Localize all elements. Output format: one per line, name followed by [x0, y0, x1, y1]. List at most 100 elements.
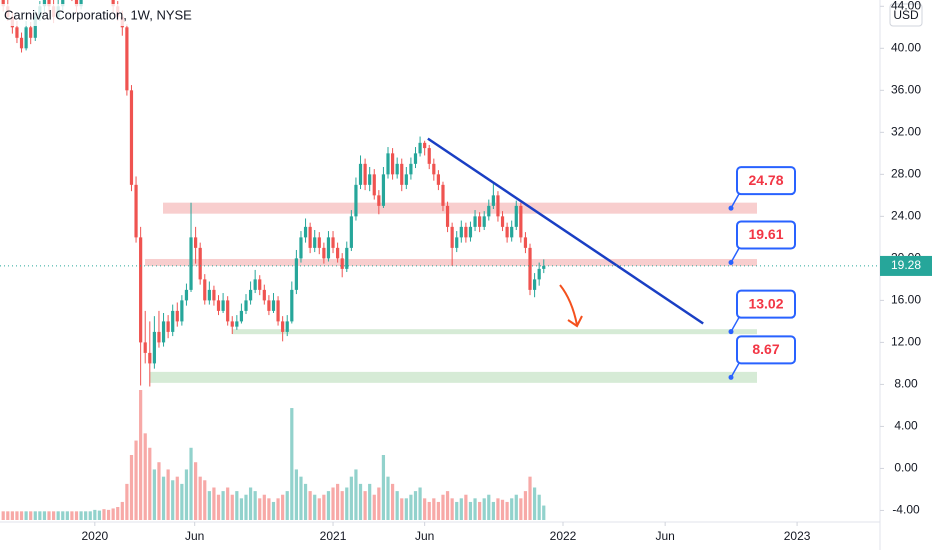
- candle-body: [523, 237, 528, 248]
- volume-bar: [51, 511, 56, 520]
- volume-bar: [455, 501, 459, 520]
- candle-body: [253, 279, 257, 290]
- volume-bar: [418, 487, 422, 520]
- callout-pointer: [730, 315, 741, 333]
- candle-body: [248, 289, 253, 301]
- y-tick-label: 40.00: [891, 40, 921, 54]
- volume-bar: [171, 480, 175, 520]
- volume-bar: [116, 507, 120, 520]
- candle-body: [413, 153, 418, 164]
- volume-bar: [532, 487, 537, 520]
- zone: [150, 371, 757, 383]
- candle-body: [244, 300, 248, 311]
- candle-body: [152, 331, 156, 364]
- volume-bar: [299, 476, 303, 520]
- volume-bar: [514, 494, 518, 520]
- volume-bar: [6, 511, 10, 520]
- volume-bar: [409, 494, 413, 520]
- volume-bar: [487, 494, 491, 520]
- volume-bar: [308, 491, 312, 520]
- candle-body: [308, 226, 312, 248]
- candle-body: [491, 195, 495, 206]
- volume-bar: [139, 390, 143, 520]
- candle-body: [15, 27, 19, 38]
- volume-bar: [148, 447, 152, 520]
- callout-anchor: [728, 259, 734, 265]
- volume-bar: [331, 487, 335, 520]
- x-tick-label: 2021: [320, 529, 347, 543]
- y-tick-label: 28.00: [891, 167, 921, 181]
- candle-body: [377, 195, 381, 206]
- volume-bar: [203, 480, 207, 520]
- volume-bar: [395, 491, 399, 520]
- volume-bar: [61, 511, 65, 520]
- volume-bar: [97, 510, 102, 520]
- callout-pointer: [730, 361, 741, 378]
- callout-box: [736, 335, 796, 365]
- candle-body: [326, 237, 331, 259]
- volume-bar: [244, 494, 248, 520]
- volume-bar: [221, 491, 225, 520]
- candle-body: [441, 184, 445, 206]
- volume-bar: [239, 498, 244, 520]
- candle-body: [436, 174, 440, 185]
- volume-bar: [161, 476, 166, 520]
- volume-bar: [152, 469, 156, 520]
- volume-bar: [432, 498, 436, 520]
- candle-body: [184, 289, 189, 301]
- volume-bar: [216, 494, 221, 520]
- candle-body: [537, 268, 541, 280]
- candle-body: [281, 321, 285, 332]
- volume-bar: [390, 483, 395, 520]
- callout-anchor: [728, 329, 734, 335]
- candle-body: [299, 237, 303, 259]
- zone: [232, 329, 757, 335]
- trend-line: [427, 137, 704, 325]
- last-price-label: 19.28: [891, 258, 921, 272]
- volume-bar: [436, 501, 440, 520]
- volume-bar: [404, 498, 408, 520]
- volume-bar: [56, 511, 60, 520]
- candle-body: [271, 300, 276, 311]
- volume-bar: [445, 491, 450, 520]
- volume-bar: [143, 433, 147, 520]
- candle-body: [404, 174, 408, 185]
- volume-bar: [120, 501, 124, 520]
- candle-body: [336, 247, 340, 259]
- volume-bar: [336, 483, 340, 520]
- candle-body: [161, 321, 166, 343]
- candle-body: [482, 216, 486, 227]
- volume-bar: [79, 511, 83, 520]
- y-tick-label: 16.00: [891, 293, 921, 307]
- volume-bar: [340, 491, 344, 520]
- volume-bar: [473, 498, 477, 520]
- candle-body: [372, 174, 376, 196]
- candle-body: [166, 321, 170, 332]
- x-tick-label: 2022: [550, 529, 577, 543]
- volume-bar: [198, 476, 202, 520]
- currency-button[interactable]: [889, 3, 923, 27]
- candle-body: [262, 289, 266, 301]
- candle-body: [340, 258, 344, 269]
- callout-label: 24.78: [748, 172, 783, 188]
- candle-body: [129, 90, 134, 185]
- candle-body: [1, 0, 5, 7]
- volume-bar: [207, 491, 211, 520]
- volume-bar: [24, 511, 28, 520]
- callout-box: [736, 289, 796, 319]
- candle-body: [464, 226, 468, 238]
- volume-bar: [42, 511, 47, 520]
- volume-bar: [10, 511, 14, 520]
- volume-bar: [129, 455, 134, 520]
- candle-body: [79, 0, 83, 7]
- candle-body: [148, 352, 152, 364]
- volume-bar: [15, 511, 19, 520]
- volume-bar: [358, 483, 363, 520]
- volume-bar: [363, 491, 367, 520]
- currency-label[interactable]: USD: [893, 8, 919, 22]
- candle-body: [139, 237, 143, 343]
- volume-bar: [450, 498, 454, 520]
- candle-body: [500, 216, 505, 227]
- volume-bar: [276, 498, 280, 520]
- volume-bar: [326, 491, 331, 520]
